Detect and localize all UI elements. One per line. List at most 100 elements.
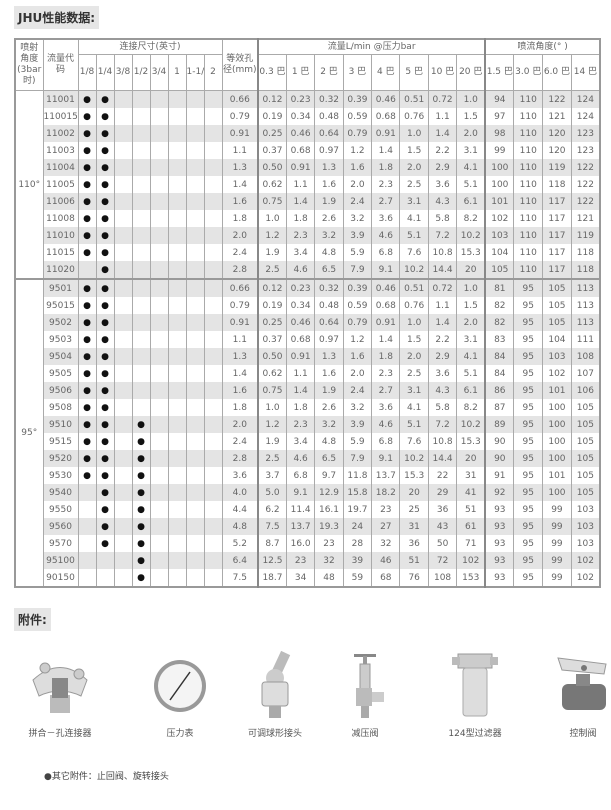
connection-cell (167, 90, 187, 108)
accessory-label: 控制阀 (569, 729, 597, 739)
flow-value: 2.6 (314, 210, 344, 227)
flow-value: 0.32 (314, 90, 344, 108)
connection-cell (185, 331, 205, 348)
orifice-diameter: 7.5 (221, 569, 259, 587)
spray-angle-value: 110 (513, 159, 544, 176)
flow-value: 0.64 (314, 314, 344, 331)
connection-cell (167, 433, 187, 450)
connection-cell (203, 467, 223, 484)
orifice-diameter: 4.4 (221, 501, 259, 518)
connection-cell (113, 433, 133, 450)
flow-value: 19.7 (342, 501, 373, 518)
flow-value: 2.0 (399, 348, 429, 365)
spray-angle-value: 93 (484, 552, 515, 569)
orifice-diameter: 1.6 (221, 382, 259, 399)
connection-available-dot: ● (95, 159, 115, 176)
flow-code: 9506 (42, 382, 79, 399)
connection-cell (113, 365, 133, 382)
connection-available-dot: ● (95, 176, 115, 193)
connection-cell (167, 159, 187, 176)
connection-cell (203, 278, 223, 297)
flow-value: 1.1 (285, 365, 316, 382)
connection-available-dot: ● (131, 484, 151, 501)
table-row: 9570 ● ● 5.2 8.7 16.0 23 28 32 36 50 71 93 95 99 103 (15, 535, 601, 552)
strainer-icon (430, 650, 520, 720)
connection-cell (203, 518, 223, 535)
connection-cell (131, 382, 151, 399)
connection-cell (149, 297, 169, 314)
connection-cell (131, 244, 151, 261)
table-row: 11002 ● ● 0.91 0.25 0.46 0.64 0.79 0.91 1.0 1.4 2.0… (15, 125, 601, 142)
spray-angle-value: 97 (484, 108, 515, 125)
table-row: 9504 ● ● 1.3 0.50 0.91 1.3 1.6 1.8 2.0 2.9 4.1 84 95 1… (15, 348, 601, 365)
orifice-diameter: 4.8 (221, 518, 259, 535)
spray-angle-value: 93 (484, 569, 515, 587)
spray-angle-value: 105 (570, 416, 601, 433)
flow-value: 0.91 (371, 125, 401, 142)
flow-value: 1.4 (371, 142, 401, 159)
connection-cell (113, 261, 133, 279)
spray-angle-value: 110 (513, 210, 544, 227)
spray-angle-value: 102 (542, 365, 572, 382)
connection-cell (131, 142, 151, 159)
connection-cell (185, 278, 205, 297)
flow-value: 3.4 (285, 433, 316, 450)
spray-angle-value: 95 (513, 399, 544, 416)
flow-code: 9502 (42, 314, 79, 331)
flow-value: 1.5 (456, 297, 486, 314)
connection-available-dot: ● (131, 518, 151, 535)
table-row: 11010 ● ● 2.0 1.2 2.3 3.2 3.9 4.6 5.1 7.2 10.2 103 11… (15, 227, 601, 244)
flow-value: 3.6 (427, 365, 458, 382)
connection-cell (167, 314, 187, 331)
orifice-diameter: 0.91 (221, 125, 259, 142)
connection-cell (149, 416, 169, 433)
spray-angle-value: 90 (484, 433, 515, 450)
orifice-diameter: 2.4 (221, 244, 259, 261)
flow-value: 1.4 (427, 314, 458, 331)
spray-angle-value: 121 (570, 210, 601, 227)
flow-value: 0.12 (257, 278, 287, 297)
connection-cell (113, 244, 133, 261)
connection-available-dot: ● (95, 227, 115, 244)
flow-value: 0.68 (371, 108, 401, 125)
performance-table: 喷射角度(3bar时) 流量代码 连接尺寸(英寸) 等效孔径(mm) 流量L/m… (14, 38, 601, 588)
connection-cell (185, 159, 205, 176)
orifice-diameter: 6.4 (221, 552, 259, 569)
spray-angle-value: 101 (542, 467, 572, 484)
accessory-item: 压力表 (135, 650, 225, 739)
flow-value: 3.2 (314, 416, 344, 433)
spray-angle-value: 118 (570, 244, 601, 261)
flow-value: 23 (314, 535, 344, 552)
orifice-diameter: 1.8 (221, 399, 259, 416)
flow-value: 4.1 (456, 348, 486, 365)
flow-value: 0.46 (285, 314, 316, 331)
flow-value: 3.9 (342, 416, 373, 433)
connection-cell (203, 297, 223, 314)
connection-cell (95, 552, 115, 569)
flow-value: 5.1 (399, 416, 429, 433)
connection-available-dot: ● (95, 467, 115, 484)
flow-value: 2.5 (399, 176, 429, 193)
spray-angle-value: 101 (542, 382, 572, 399)
flow-value: 6.8 (371, 433, 401, 450)
header-conn-size: 1/8 (77, 54, 97, 91)
flow-value: 0.68 (371, 297, 401, 314)
flow-value: 23 (371, 501, 401, 518)
connection-available-dot: ● (95, 261, 115, 279)
connection-cell (185, 314, 205, 331)
connection-available-dot: ● (131, 416, 151, 433)
spray-angle-value: 124 (570, 108, 601, 125)
connection-available-dot: ● (131, 467, 151, 484)
flow-value: 4.1 (399, 399, 429, 416)
flow-value: 1.0 (399, 125, 429, 142)
connection-cell (149, 399, 169, 416)
spray-angle-value: 119 (570, 227, 601, 244)
header-spray-pressure: 1.5 巴 (484, 54, 515, 91)
flow-value: 39 (342, 552, 373, 569)
spray-angle-value: 117 (542, 210, 572, 227)
connection-cell (149, 142, 169, 159)
connection-cell (167, 416, 187, 433)
flow-value: 11.8 (342, 467, 373, 484)
flow-value: 41 (456, 484, 486, 501)
flow-value: 3.6 (371, 210, 401, 227)
